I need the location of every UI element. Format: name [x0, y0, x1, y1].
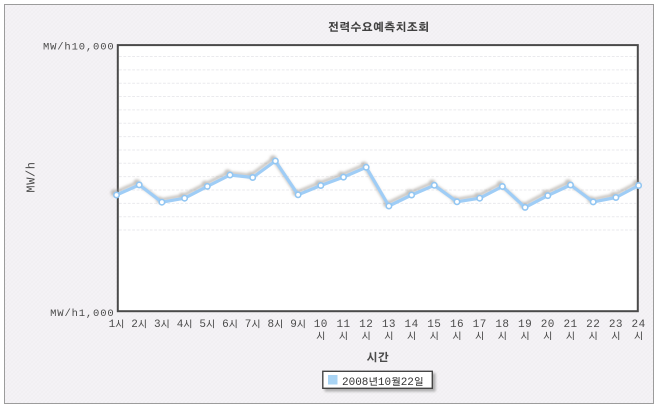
svg-text:24: 24: [632, 319, 646, 331]
svg-text:1: 1: [109, 319, 116, 331]
svg-text:15: 15: [427, 319, 441, 331]
svg-text:MW/h: MW/h: [25, 161, 39, 192]
svg-text:11: 11: [336, 319, 350, 331]
svg-text:22: 22: [401, 377, 414, 389]
svg-text:7: 7: [245, 319, 252, 331]
svg-text:12: 12: [359, 319, 373, 331]
svg-text:2: 2: [131, 319, 138, 331]
svg-text:3: 3: [154, 319, 161, 331]
svg-text:6: 6: [222, 319, 229, 331]
svg-text:8: 8: [268, 319, 275, 331]
svg-text:21: 21: [563, 319, 577, 331]
svg-text:14: 14: [405, 319, 419, 331]
svg-text:20: 20: [541, 319, 555, 331]
svg-text:22: 22: [586, 319, 600, 331]
svg-text:10: 10: [314, 319, 328, 331]
svg-text:MW/h1,000: MW/h1,000: [50, 308, 114, 320]
svg-text:4: 4: [177, 319, 184, 331]
svg-text:13: 13: [382, 319, 396, 331]
svg-text:10: 10: [378, 377, 391, 389]
svg-text:2008: 2008: [342, 377, 368, 389]
svg-text:9: 9: [290, 319, 297, 331]
svg-text:16: 16: [450, 319, 464, 331]
svg-text:19: 19: [518, 319, 532, 331]
svg-text:5: 5: [199, 319, 206, 331]
svg-text:MW/h10,000: MW/h10,000: [43, 42, 115, 54]
svg-text:23: 23: [609, 319, 623, 331]
svg-text:17: 17: [473, 319, 487, 331]
svg-text:18: 18: [495, 319, 509, 331]
